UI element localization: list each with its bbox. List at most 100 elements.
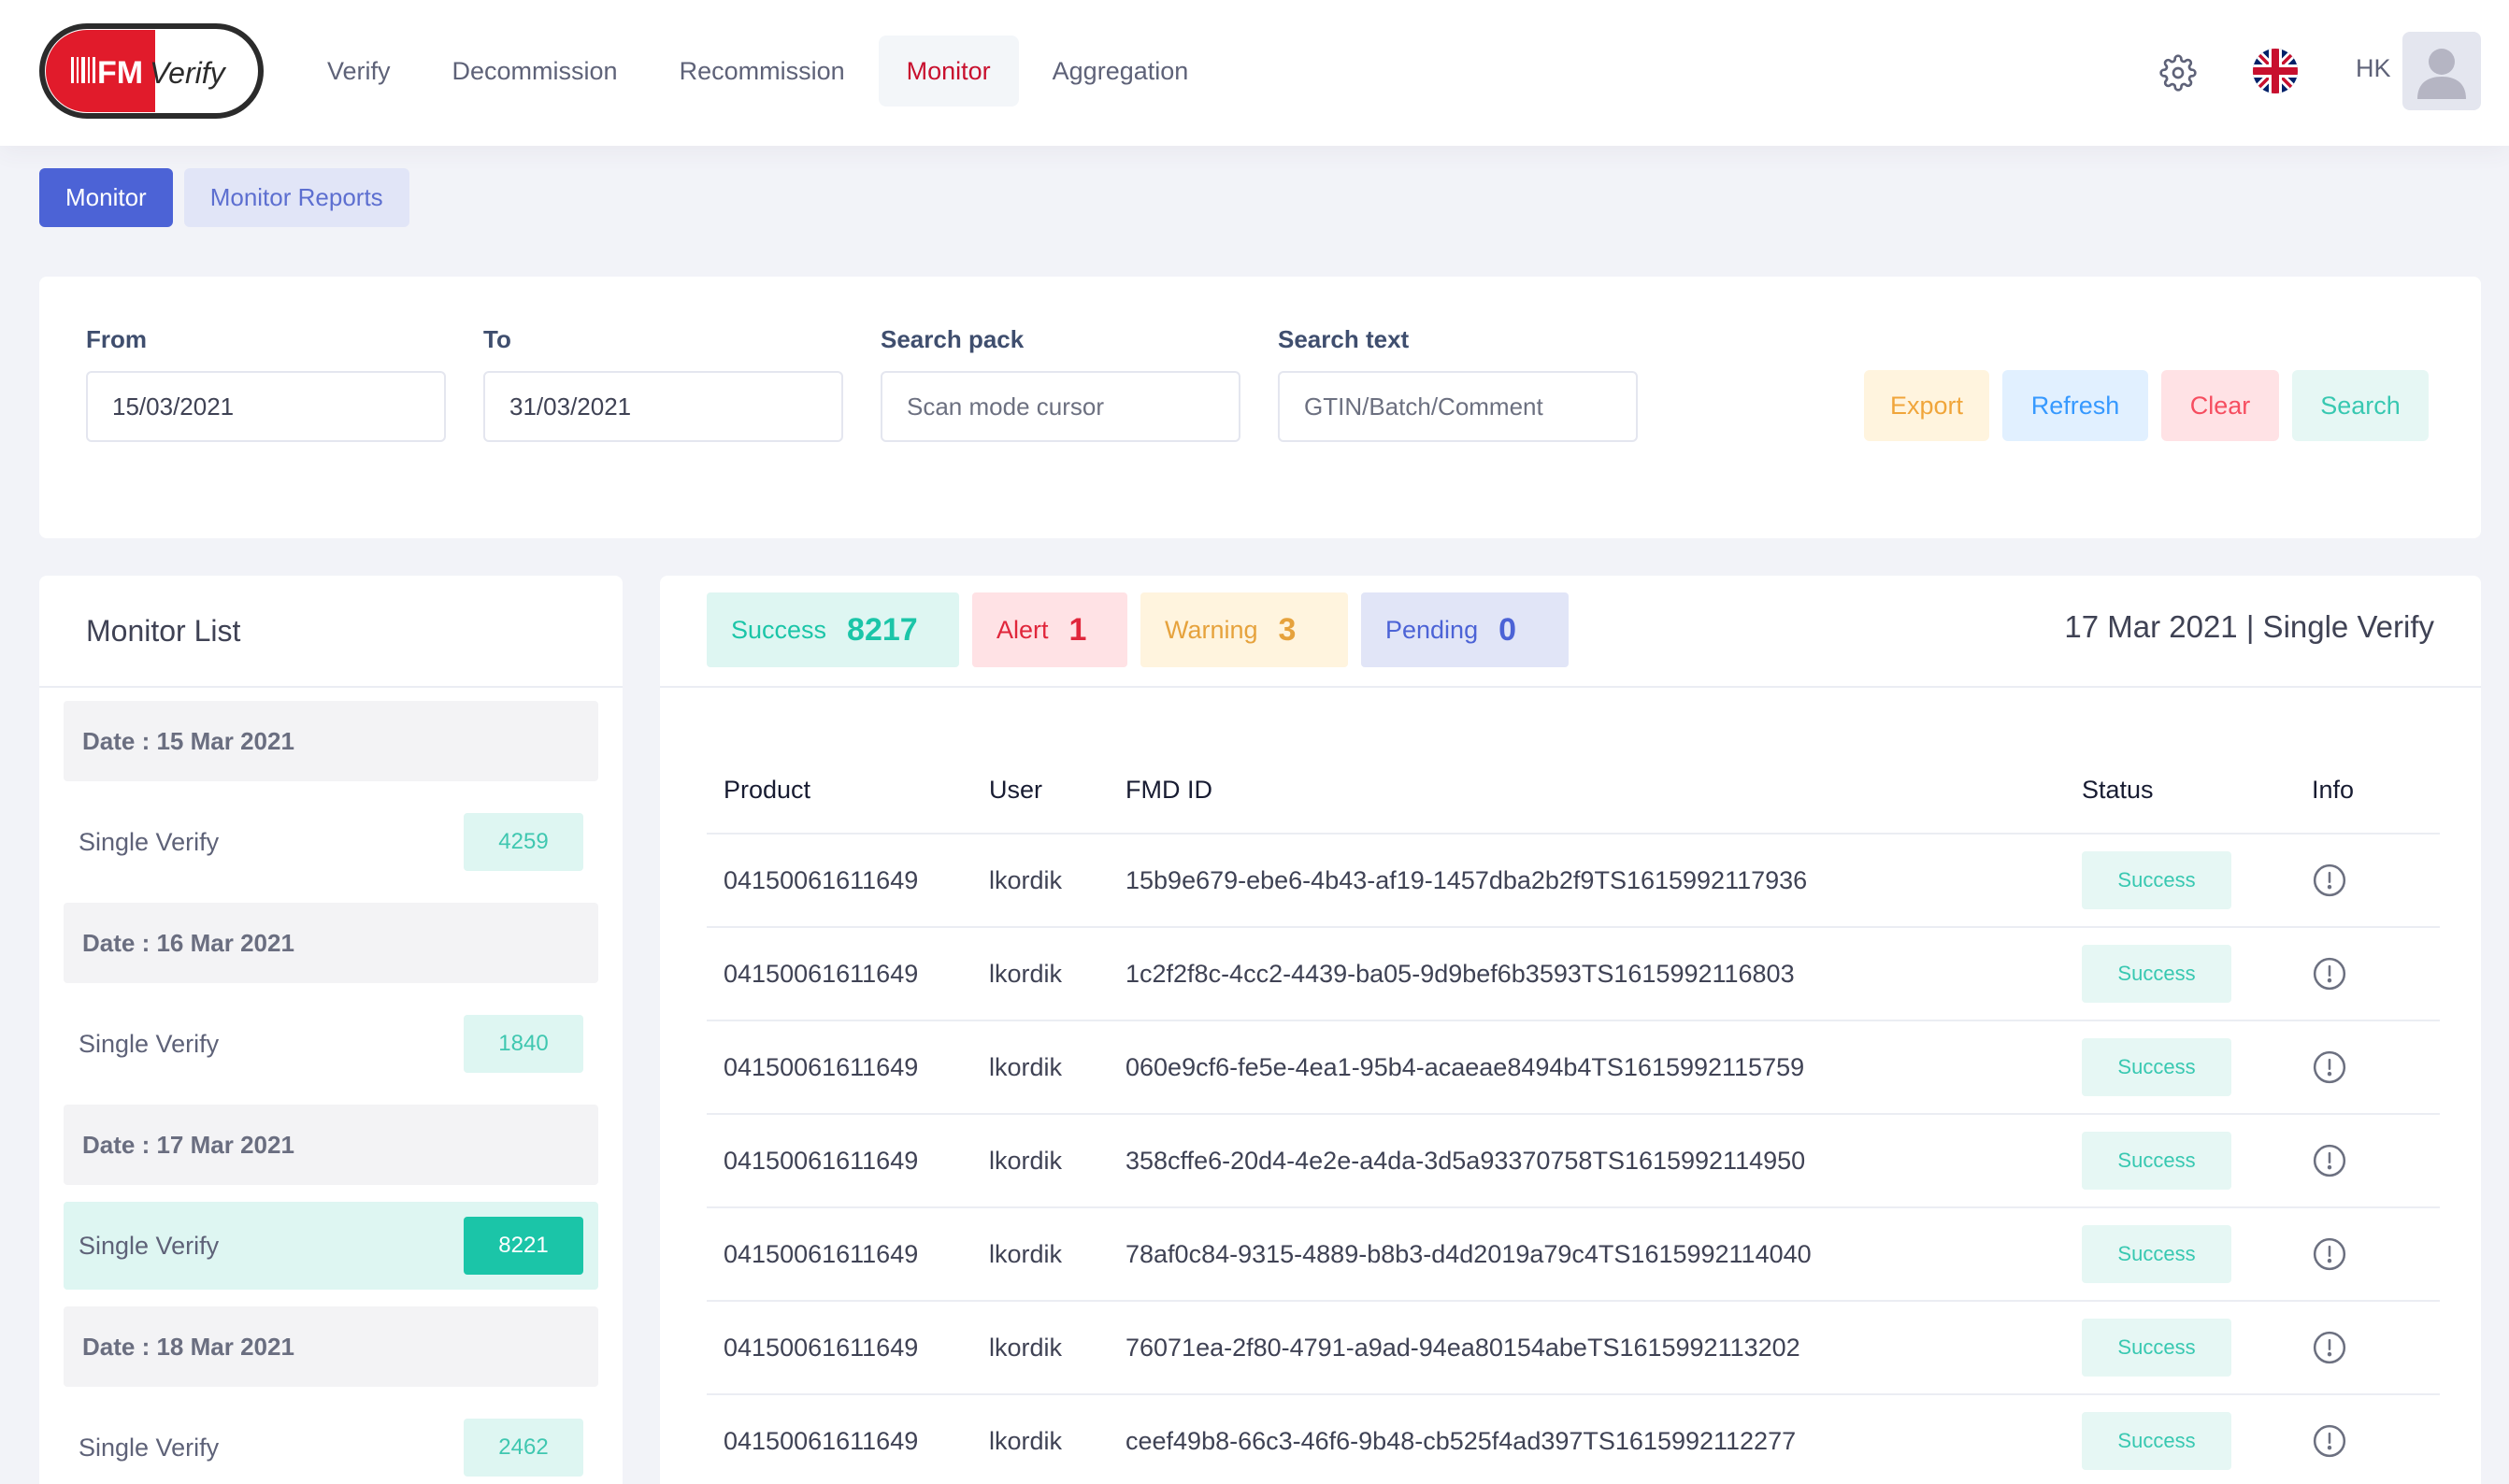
svg-text:FM: FM [97,55,143,91]
nav-monitor[interactable]: Monitor [878,36,1019,107]
cell-user: lkordik [972,1020,1109,1115]
pending-stat[interactable]: Pending 0 [1361,592,1569,667]
list-item[interactable]: Single Verify 2462 [64,1404,598,1484]
nav-verify[interactable]: Verify [327,56,391,85]
cell-info [2295,1114,2440,1208]
info-icon[interactable] [2312,863,2347,898]
cell-status: Success [2065,1114,2295,1208]
uk-flag-icon[interactable] [2253,49,2298,93]
alert-stat-label: Alert [996,615,1049,644]
avatar-icon [2417,49,2466,99]
gear-icon[interactable] [2159,54,2197,92]
info-icon[interactable] [2312,1423,2347,1459]
search-pack-input[interactable] [881,371,1240,442]
cell-fmd-id: 15b9e679-ebe6-4b43-af19-1457dba2b2f9TS16… [1109,834,2065,928]
to-group: To [483,325,843,442]
success-stat-label: Success [731,615,827,644]
nav-recommission[interactable]: Recommission [679,56,845,85]
count-badge: 8221 [464,1217,583,1275]
success-stat[interactable]: Success 8217 [707,592,959,667]
alert-stat[interactable]: Alert 1 [972,592,1127,667]
cell-product: 04150061611649 [707,1301,972,1395]
warning-stat[interactable]: Warning 3 [1140,592,1348,667]
monitor-list-title: Monitor List [39,576,623,688]
to-date-input[interactable] [483,371,843,442]
status-badge: Success [2082,1225,2231,1283]
nav-decommission[interactable]: Decommission [452,56,618,85]
info-icon[interactable] [2312,956,2347,992]
top-header: FM Verify Verify Decommission Recommissi… [0,0,2509,146]
cell-status: Success [2065,1207,2295,1302]
table-row[interactable]: 04150061611649 lkordik ceef49b8-66c3-46f… [707,1394,2440,1484]
search-button[interactable]: Search [2292,370,2429,441]
search-text-input[interactable] [1278,371,1638,442]
search-text-group: Search text [1278,325,1638,442]
status-badge: Success [2082,1319,2231,1377]
table-row[interactable]: 04150061611649 lkordik 15b9e679-ebe6-4b4… [707,834,2440,928]
col-fmd-id: FMD ID [1109,748,2065,835]
table-row[interactable]: 04150061611649 lkordik 78af0c84-9315-488… [707,1207,2440,1302]
cell-user: lkordik [972,834,1109,928]
cell-info [2295,1301,2440,1395]
cell-user: lkordik [972,927,1109,1021]
count-badge: 2462 [464,1419,583,1477]
cell-fmd-id: ceef49b8-66c3-46f6-9b48-cb525f4ad397TS16… [1109,1394,2065,1484]
count-badge: 4259 [464,813,583,871]
user-initials[interactable]: HK [2356,54,2391,82]
clear-button[interactable]: Clear [2161,370,2279,441]
list-item-label: Single Verify [79,1029,220,1058]
refresh-button[interactable]: Refresh [2002,370,2148,441]
list-item-label: Single Verify [79,827,220,856]
list-item-label: Single Verify [79,1231,220,1260]
table-row[interactable]: 04150061611649 lkordik 1c2f2f8c-4cc2-443… [707,927,2440,1021]
col-info: Info [2295,748,2440,835]
cell-info [2295,1207,2440,1302]
subtab-monitor[interactable]: Monitor [39,168,173,227]
cell-info [2295,834,2440,928]
cell-product: 04150061611649 [707,1394,972,1484]
from-date-input[interactable] [86,371,446,442]
status-badge: Success [2082,851,2231,909]
date-header: Date : 15 Mar 2021 [64,701,598,781]
success-stat-value: 8217 [847,611,918,648]
info-icon[interactable] [2312,1049,2347,1085]
avatar[interactable] [2402,32,2481,110]
subtab-monitor-reports[interactable]: Monitor Reports [183,168,409,227]
date-header: Date : 18 Mar 2021 [64,1306,598,1387]
detail-header: Success 8217 Alert 1 Warning 3 Pending 0… [660,576,2481,688]
cell-status: Success [2065,1394,2295,1484]
col-status: Status [2065,748,2295,835]
count-badge: 1840 [464,1015,583,1073]
monitor-list-body: Date : 15 Mar 2021 Single Verify 4259 Da… [39,688,623,1484]
list-item[interactable]: Single Verify 1840 [64,1000,598,1088]
monitor-list-card: Monitor List Date : 15 Mar 2021 Single V… [39,576,623,1484]
from-group: From [86,325,446,442]
info-icon[interactable] [2312,1143,2347,1178]
cell-product: 04150061611649 [707,927,972,1021]
list-item-selected[interactable]: Single Verify 8221 [64,1202,598,1290]
filter-card: From To Search pack Search text Export R… [39,277,2481,538]
search-text-label: Search text [1278,325,1410,353]
export-button[interactable]: Export [1864,370,1989,441]
info-icon[interactable] [2312,1330,2347,1365]
cell-status: Success [2065,1020,2295,1115]
cell-fmd-id: 358cffe6-20d4-4e2e-a4da-3d5a93370758TS16… [1109,1114,2065,1208]
table-row[interactable]: 04150061611649 lkordik 358cffe6-20d4-4e2… [707,1114,2440,1208]
nav-aggregation[interactable]: Aggregation [1052,56,1189,85]
cell-info [2295,1394,2440,1484]
svg-text:Verify: Verify [150,56,227,90]
info-icon[interactable] [2312,1236,2347,1272]
cell-info [2295,1020,2440,1115]
cell-status: Success [2065,834,2295,928]
table-row[interactable]: 04150061611649 lkordik 76071ea-2f80-4791… [707,1301,2440,1395]
alert-stat-value: 1 [1068,611,1087,648]
cell-fmd-id: 1c2f2f8c-4cc2-4439-ba05-9d9bef6b3593TS16… [1109,927,2065,1021]
cell-product: 04150061611649 [707,1114,972,1208]
list-item[interactable]: Single Verify 4259 [64,798,598,886]
list-item-label: Single Verify [79,1433,220,1462]
table-header-row: Product User FMD ID Status Info [707,748,2440,835]
fmverify-logo[interactable]: FM Verify [39,23,264,119]
table-row[interactable]: 04150061611649 lkordik 060e9cf6-fe5e-4ea… [707,1020,2440,1115]
main-nav: Verify Decommission Recommission Monitor… [299,36,1222,107]
cell-fmd-id: 76071ea-2f80-4791-a9ad-94ea80154abeTS161… [1109,1301,2065,1395]
